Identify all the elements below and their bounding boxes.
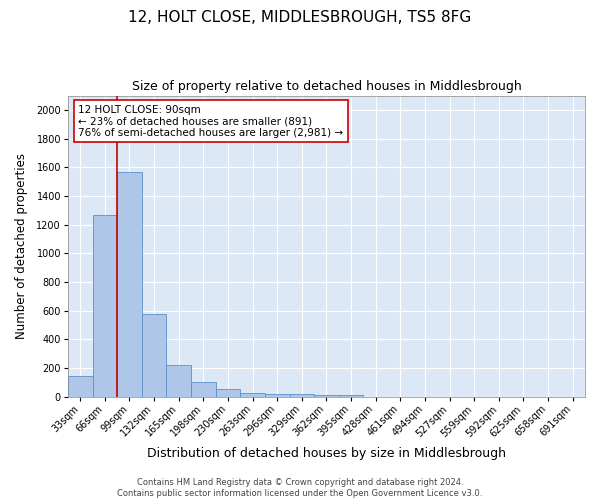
Bar bbox=[290, 394, 314, 396]
Bar bbox=[314, 395, 339, 396]
Y-axis label: Number of detached properties: Number of detached properties bbox=[15, 153, 28, 339]
Text: Contains HM Land Registry data © Crown copyright and database right 2024.
Contai: Contains HM Land Registry data © Crown c… bbox=[118, 478, 482, 498]
Bar bbox=[117, 172, 142, 396]
Bar bbox=[215, 389, 240, 396]
Bar bbox=[166, 365, 191, 396]
Bar bbox=[191, 382, 215, 396]
Text: 12 HOLT CLOSE: 90sqm
← 23% of detached houses are smaller (891)
76% of semi-deta: 12 HOLT CLOSE: 90sqm ← 23% of detached h… bbox=[78, 104, 343, 138]
Bar bbox=[240, 393, 265, 396]
Bar bbox=[142, 314, 166, 396]
Bar bbox=[92, 216, 117, 396]
Bar bbox=[68, 376, 92, 396]
Text: 12, HOLT CLOSE, MIDDLESBROUGH, TS5 8FG: 12, HOLT CLOSE, MIDDLESBROUGH, TS5 8FG bbox=[128, 10, 472, 25]
Bar bbox=[265, 394, 290, 396]
X-axis label: Distribution of detached houses by size in Middlesbrough: Distribution of detached houses by size … bbox=[147, 447, 506, 460]
Title: Size of property relative to detached houses in Middlesbrough: Size of property relative to detached ho… bbox=[131, 80, 521, 93]
